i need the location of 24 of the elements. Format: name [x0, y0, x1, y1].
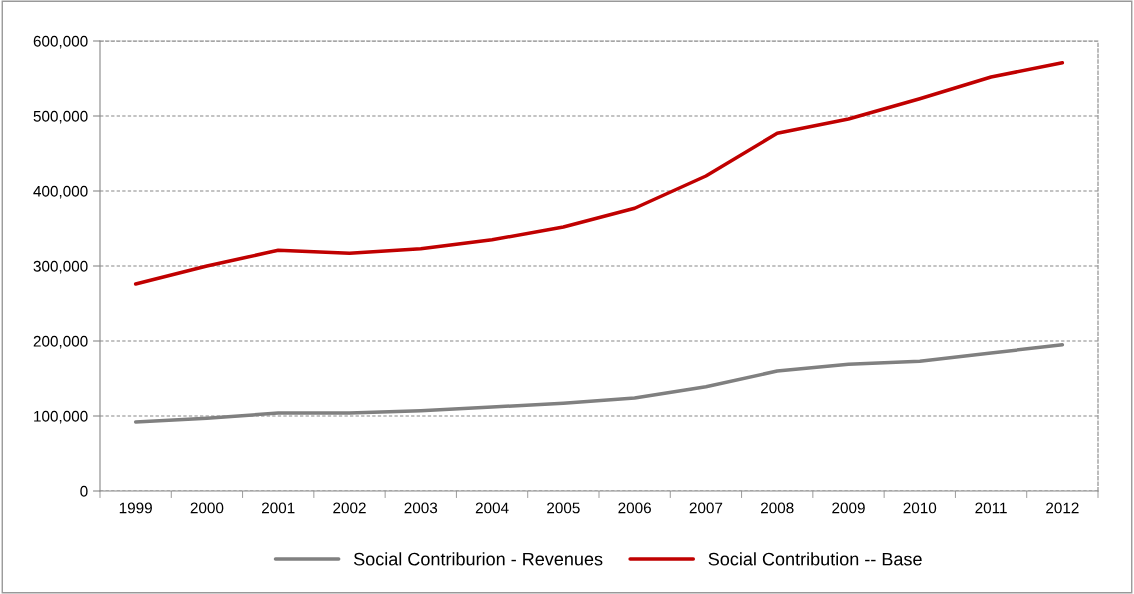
x-tick-label: 2004 — [475, 502, 509, 514]
x-tick-label: 2006 — [618, 502, 651, 514]
x-tick-label: 2009 — [832, 502, 865, 514]
x-tick-label: 2002 — [333, 502, 366, 514]
y-tick-label: 300,000 — [33, 260, 88, 274]
y-tick-label: 100,000 — [34, 410, 88, 424]
x-tick-label: 2003 — [404, 502, 438, 514]
x-tick-label: 2011 — [975, 502, 1007, 514]
x-tick-label: 2010 — [903, 502, 937, 514]
line-series — [133, 61, 1065, 286]
x-tick-label: 2008 — [760, 502, 794, 514]
legend-label: Social Contribution -- Base — [708, 552, 922, 566]
x-tick-label: 2012 — [1046, 502, 1079, 514]
y-tick-label: 0 — [80, 485, 88, 497]
legend-label: Social Contriburion - Revenues — [353, 552, 603, 566]
y-tick-label: 200,000 — [33, 335, 88, 349]
x-tick-label: 2007 — [689, 502, 723, 514]
x-tick-label: 2000 — [190, 502, 224, 514]
x-tick-label: 2005 — [547, 502, 580, 514]
x-tick-label: 2001 — [261, 502, 295, 514]
y-tick-label: 600,000 — [33, 35, 88, 49]
x-tick-label: 1999 — [119, 502, 152, 514]
y-tick-label: 500,000 — [33, 110, 88, 124]
y-tick-label: 400,000 — [33, 185, 88, 199]
